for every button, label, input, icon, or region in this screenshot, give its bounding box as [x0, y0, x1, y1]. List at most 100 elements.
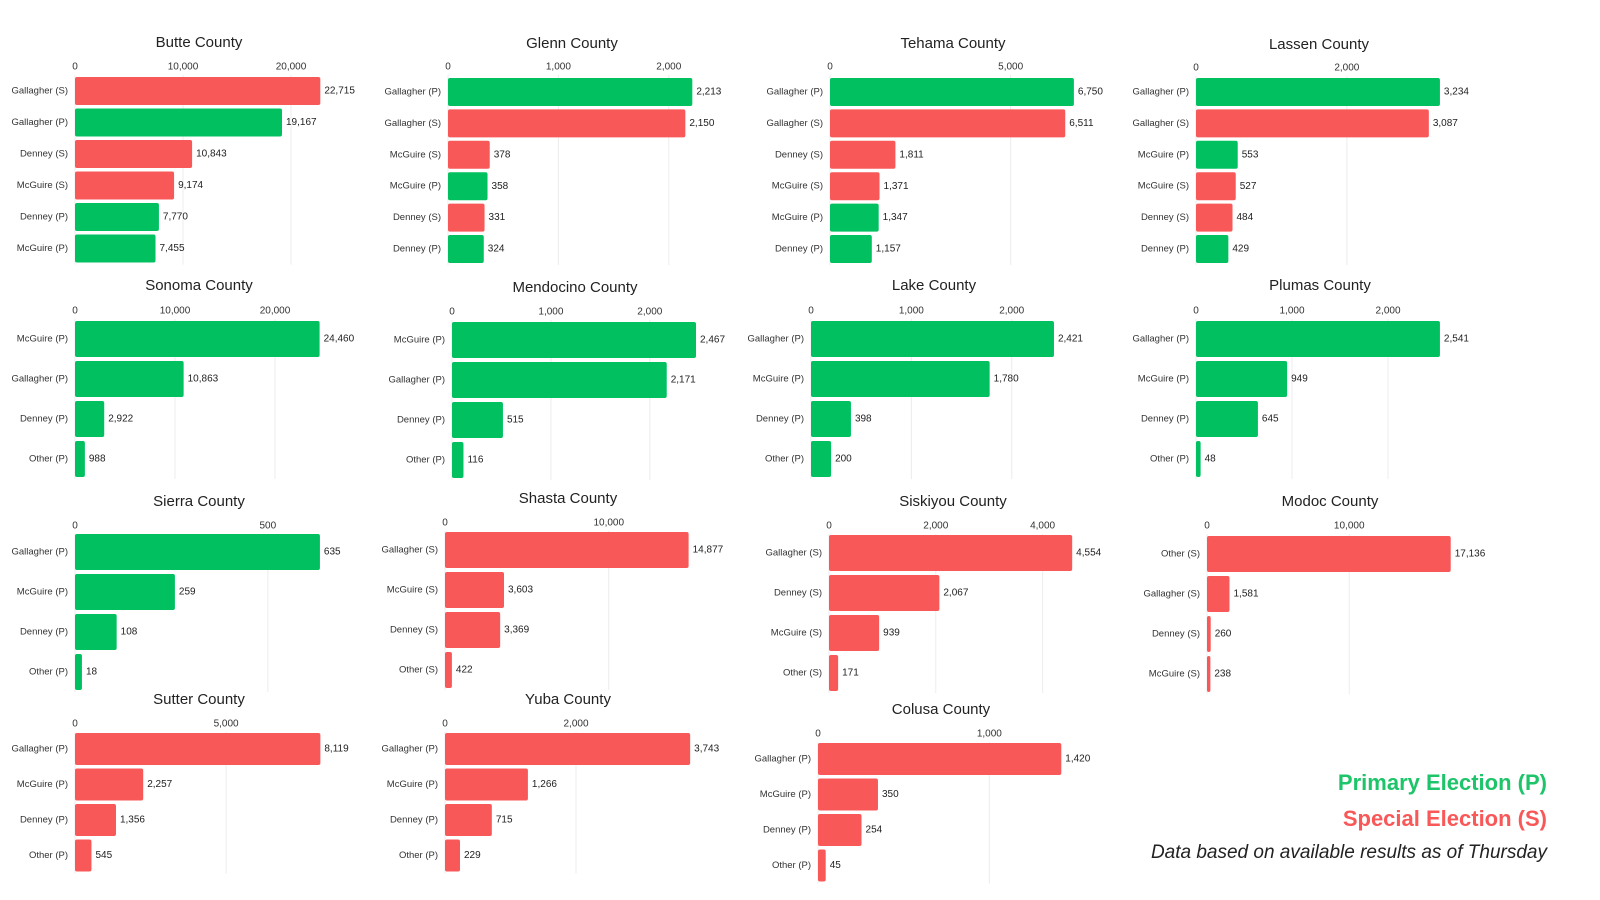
bar [75, 171, 175, 200]
value-label: 3,743 [694, 744, 719, 755]
category-label: McGuire (P) [760, 789, 811, 800]
category-label: Gallagher (P) [748, 334, 805, 345]
bar [75, 654, 82, 690]
value-label: 17,136 [1455, 549, 1486, 560]
value-label: 350 [882, 789, 899, 800]
category-label: Gallagher (P) [1133, 334, 1190, 345]
category-label: Gallagher (S) [766, 548, 823, 559]
category-label: Other (P) [1150, 454, 1189, 465]
value-label: 48 [1205, 454, 1217, 465]
category-label: Denney (P) [763, 825, 811, 836]
x-tick-label: 1,000 [546, 62, 571, 73]
bar [445, 612, 501, 648]
bar [75, 234, 156, 263]
category-label: Denney (S) [774, 588, 822, 599]
bar [1196, 441, 1201, 477]
category-label: Denney (P) [775, 244, 823, 255]
value-label: 22,715 [324, 86, 355, 97]
x-tick-label: 0 [1193, 306, 1199, 317]
category-label: Gallagher (P) [767, 87, 824, 98]
bar [1207, 656, 1211, 692]
bar [75, 140, 193, 168]
bar [811, 361, 990, 397]
bar [75, 574, 175, 610]
value-label: 398 [855, 414, 872, 425]
value-label: 635 [324, 547, 341, 558]
bar [829, 615, 880, 651]
category-label: Other (S) [783, 668, 822, 679]
category-label: Gallagher (S) [1144, 589, 1201, 600]
category-label: Other (P) [29, 667, 68, 678]
chart-title: Sonoma County [145, 277, 253, 294]
bar [1196, 140, 1238, 169]
category-label: Denney (S) [1152, 629, 1200, 640]
bar [452, 362, 667, 398]
bar [1196, 78, 1440, 106]
bar [1207, 576, 1230, 612]
value-label: 116 [467, 455, 483, 466]
value-label: 108 [121, 627, 138, 638]
category-label: Denney (P) [1141, 414, 1189, 425]
legend-label: Special Election (S) [1343, 806, 1547, 831]
value-label: 259 [179, 587, 196, 598]
bar [1196, 109, 1429, 138]
value-label: 9,174 [178, 180, 203, 191]
category-label: McGuire (P) [753, 374, 804, 385]
value-label: 6,750 [1078, 87, 1103, 98]
value-label: 527 [1240, 181, 1257, 192]
value-label: 1,266 [532, 779, 557, 790]
value-label: 324 [488, 244, 505, 255]
x-tick-label: 0 [72, 306, 78, 317]
category-label: Denney (S) [1141, 212, 1189, 223]
bar [811, 441, 832, 477]
value-label: 14,877 [693, 545, 724, 556]
value-label: 19,167 [286, 117, 317, 128]
value-label: 358 [492, 181, 509, 192]
x-tick-label: 0 [1204, 521, 1210, 532]
category-label: Gallagher (P) [12, 117, 69, 128]
bar [75, 203, 159, 231]
value-label: 2,171 [671, 375, 696, 386]
chart-title: Mendocino County [512, 279, 638, 296]
bar [75, 108, 283, 137]
x-tick-label: 10,000 [160, 306, 191, 317]
category-label: Other (P) [29, 850, 68, 861]
category-label: McGuire (P) [1138, 374, 1189, 385]
value-label: 10,863 [188, 374, 219, 385]
value-label: 8,119 [324, 744, 349, 755]
bar [448, 109, 686, 138]
value-label: 1,420 [1065, 754, 1090, 765]
x-tick-label: 5,000 [998, 62, 1023, 73]
value-label: 7,455 [160, 243, 185, 254]
chart-title: Lassen County [1269, 36, 1370, 53]
x-tick-label: 2,000 [563, 719, 588, 730]
bar [818, 814, 862, 846]
category-label: McGuire (S) [772, 181, 823, 192]
bar [830, 109, 1066, 138]
category-label: McGuire (S) [1149, 669, 1200, 680]
bar [75, 768, 144, 801]
category-label: Gallagher (S) [767, 118, 824, 129]
value-label: 1,347 [883, 212, 908, 223]
category-label: Denney (P) [20, 627, 68, 638]
bar [75, 733, 321, 765]
category-label: Other (P) [406, 455, 445, 466]
bar [445, 532, 689, 568]
bar [75, 839, 92, 872]
bar [452, 322, 697, 358]
bar [1196, 235, 1229, 263]
value-label: 229 [464, 850, 481, 861]
bar [829, 655, 839, 691]
category-label: Denney (P) [390, 815, 438, 826]
bar [1196, 401, 1258, 437]
category-label: Gallagher (P) [385, 87, 442, 98]
value-label: 2,213 [696, 87, 721, 98]
x-tick-label: 4,000 [1030, 521, 1055, 532]
category-label: McGuire (P) [17, 243, 68, 254]
category-label: Denney (P) [20, 212, 68, 223]
chart-title: Shasta County [519, 490, 618, 507]
bar [75, 361, 184, 397]
value-label: 7,770 [163, 212, 188, 223]
bar [75, 614, 117, 650]
value-label: 260 [1215, 629, 1232, 640]
